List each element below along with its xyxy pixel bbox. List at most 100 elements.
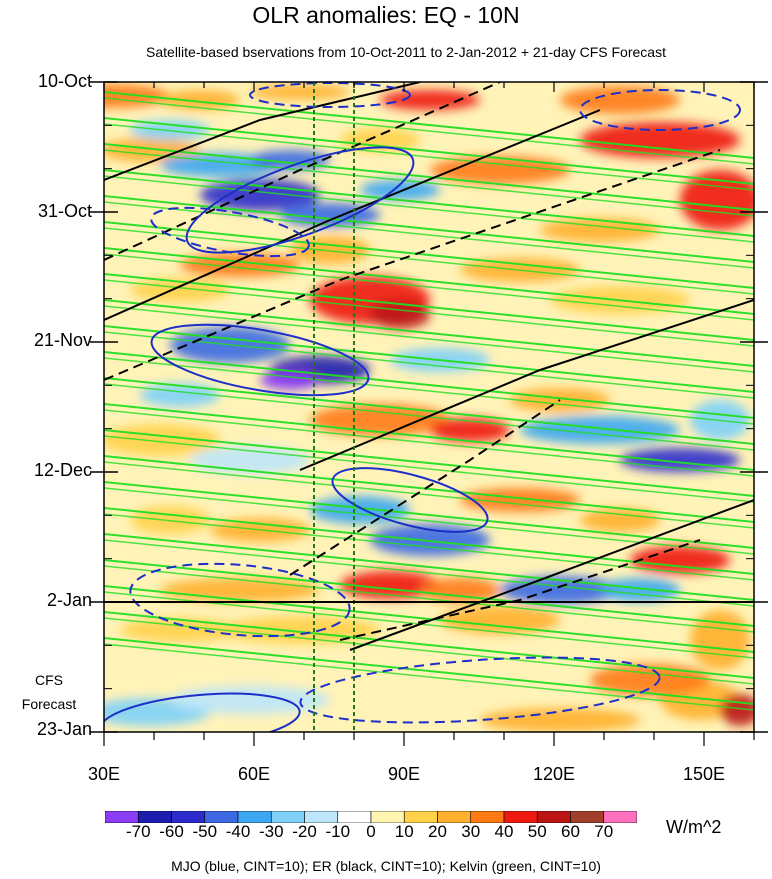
x-tick-label: 60E (237, 764, 271, 784)
colorbar-tick-label: 60 (561, 822, 580, 841)
kelvin-contour (104, 435, 754, 503)
olr-anomaly-patch (250, 84, 350, 100)
olr-anomaly-patch (104, 138, 200, 162)
olr-anomaly-patch (460, 488, 580, 512)
er-contour (349, 499, 754, 651)
y-tick-label: 12-Dec (33, 460, 92, 480)
kelvin-contour (104, 559, 754, 627)
mjo-contour (150, 323, 370, 397)
mjo-contour (129, 562, 351, 638)
olr-anomaly-field (104, 84, 754, 732)
colorbar-tick-label: 30 (461, 822, 481, 841)
kelvin-contour (104, 403, 754, 471)
forecast-label: CFS Forecast (14, 668, 84, 716)
er-contour (104, 82, 421, 181)
kelvin-contour (104, 123, 754, 191)
y-tick-label: 23-Jan (36, 719, 92, 739)
olr-anomaly-patch (170, 686, 330, 714)
mjo-contour (150, 206, 310, 258)
kelvin-contour (104, 117, 754, 185)
olr-anomaly-patch (560, 86, 680, 114)
kelvin-contour (104, 565, 754, 633)
x-tick-label: 150E (682, 764, 726, 784)
kelvin-contour (104, 409, 754, 477)
plot-frame (103, 81, 755, 733)
kelvin-contour (104, 455, 754, 523)
olr-anomaly-patch (690, 610, 750, 670)
colorbar-tick-label: 10 (394, 822, 414, 841)
olr-anomaly-patch (380, 90, 480, 110)
kelvin-contour (104, 461, 754, 529)
kelvin-contour (104, 149, 754, 217)
chart-subtitle: Satellite-based bservations from 10-Oct-… (146, 44, 666, 60)
mjo-contour (579, 89, 741, 131)
kelvin-contour (104, 611, 754, 679)
kelvin-contour (104, 637, 754, 705)
olr-anomaly-patch (480, 708, 640, 732)
kelvin-contour (104, 279, 754, 347)
kelvin-contour (104, 377, 754, 445)
olr-anomaly-patch (220, 616, 380, 644)
olr-anomaly-patch (160, 578, 320, 602)
kelvin-contour (104, 585, 754, 653)
olr-anomaly-patch (680, 170, 754, 230)
colorbar-tick-label: 20 (428, 822, 447, 841)
kelvin-contour (104, 643, 754, 711)
colorbar-units: W/m^2 (666, 817, 722, 837)
kelvin-contour (104, 325, 754, 393)
kelvin-contour (104, 481, 754, 549)
olr-anomaly-patch (440, 606, 560, 634)
kelvin-contour (104, 429, 754, 497)
olr-anomaly-patch (420, 578, 500, 602)
olr-anomaly-patch (590, 664, 710, 696)
kelvin-contour (104, 169, 754, 237)
colorbar-tick-label: -70 (125, 822, 151, 841)
er-contour (289, 399, 561, 576)
colorbar-tick-label: 0 (366, 822, 376, 841)
colorbar-tick-label: -20 (292, 822, 317, 841)
colorbar-tick-label: -40 (225, 822, 251, 841)
er-contour (104, 109, 601, 321)
kelvin-contour (104, 299, 754, 367)
er-contour (299, 299, 754, 471)
kelvin-contour (104, 253, 754, 321)
x-tick-label: 30E (87, 764, 121, 784)
filtered-contours (104, 82, 754, 732)
olr-anomaly-patch (340, 128, 420, 152)
kelvin-contour (104, 487, 754, 555)
olr-anomaly-patch (160, 90, 240, 110)
kelvin-contour (104, 201, 754, 269)
kelvin-contour (104, 351, 754, 419)
mjo-contour (299, 656, 661, 724)
kelvin-contour (104, 175, 754, 243)
y-tick-label: 2-Jan (46, 590, 92, 610)
forecast-label-line: CFS (35, 672, 63, 688)
colorbar-swatch (603, 811, 637, 823)
x-tick-label: 90E (387, 764, 421, 784)
colorbar-tick-label: -10 (325, 822, 351, 841)
y-tick-label: 31-Oct (37, 201, 92, 221)
olr-anomaly-patch (630, 546, 730, 574)
colorbar (105, 811, 637, 823)
olr-anomaly-patch (430, 156, 570, 184)
olr-anomaly-patch (600, 578, 680, 602)
axes (90, 81, 768, 746)
forecast-label-line: Forecast (21, 696, 77, 712)
kelvin-contour (104, 539, 754, 607)
olr-anomaly-patch (360, 180, 440, 200)
colorbar-tick-label: -60 (159, 822, 184, 841)
olr-anomaly-patch (520, 416, 680, 444)
kelvin-contour (104, 195, 754, 263)
mjo-contour (331, 467, 489, 533)
er-contour (104, 149, 721, 381)
colorbar-tick-label: -50 (192, 822, 218, 841)
kelvin-contour (104, 143, 754, 211)
kelvin-contour (104, 331, 754, 399)
kelvin-contour (104, 305, 754, 373)
kelvin-contour (104, 247, 754, 315)
er-contour (104, 82, 501, 261)
olr-anomaly-patch (120, 618, 240, 642)
olr-anomaly-patch (580, 508, 660, 532)
kelvin-contour (104, 91, 754, 159)
